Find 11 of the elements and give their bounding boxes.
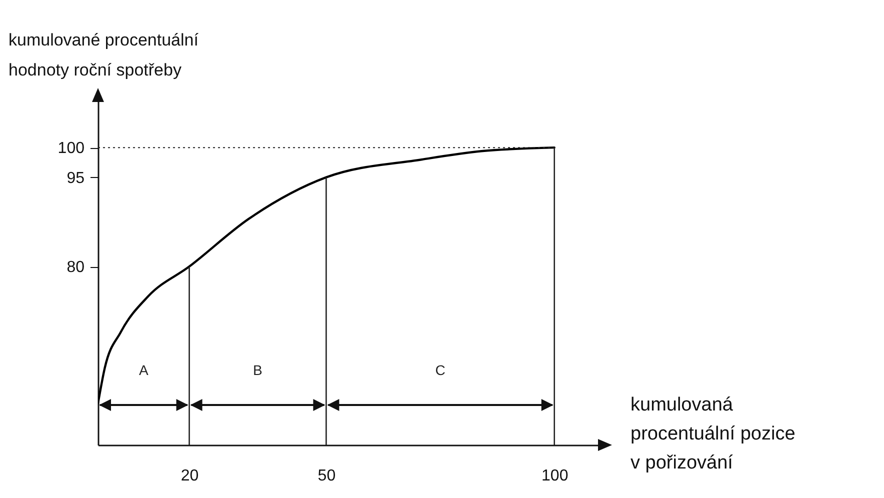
annotation: C <box>435 362 446 378</box>
annotation: A <box>138 362 149 378</box>
y-tick-label: 95 <box>66 170 85 187</box>
x-tick-label: 100 <box>542 468 568 484</box>
y-tick-label: 80 <box>66 259 85 276</box>
x-axis-title: kumulovaná procentuální pozice v pořizování <box>630 394 796 474</box>
x-tick-label: 20 <box>180 468 199 484</box>
x-tick-label: 50 <box>318 468 336 484</box>
y-axis-title: kumulované procentuální hodnoty roční spotřeby <box>8 30 199 80</box>
annotation: B <box>253 362 262 378</box>
y-tick-label: 100 <box>58 140 85 158</box>
